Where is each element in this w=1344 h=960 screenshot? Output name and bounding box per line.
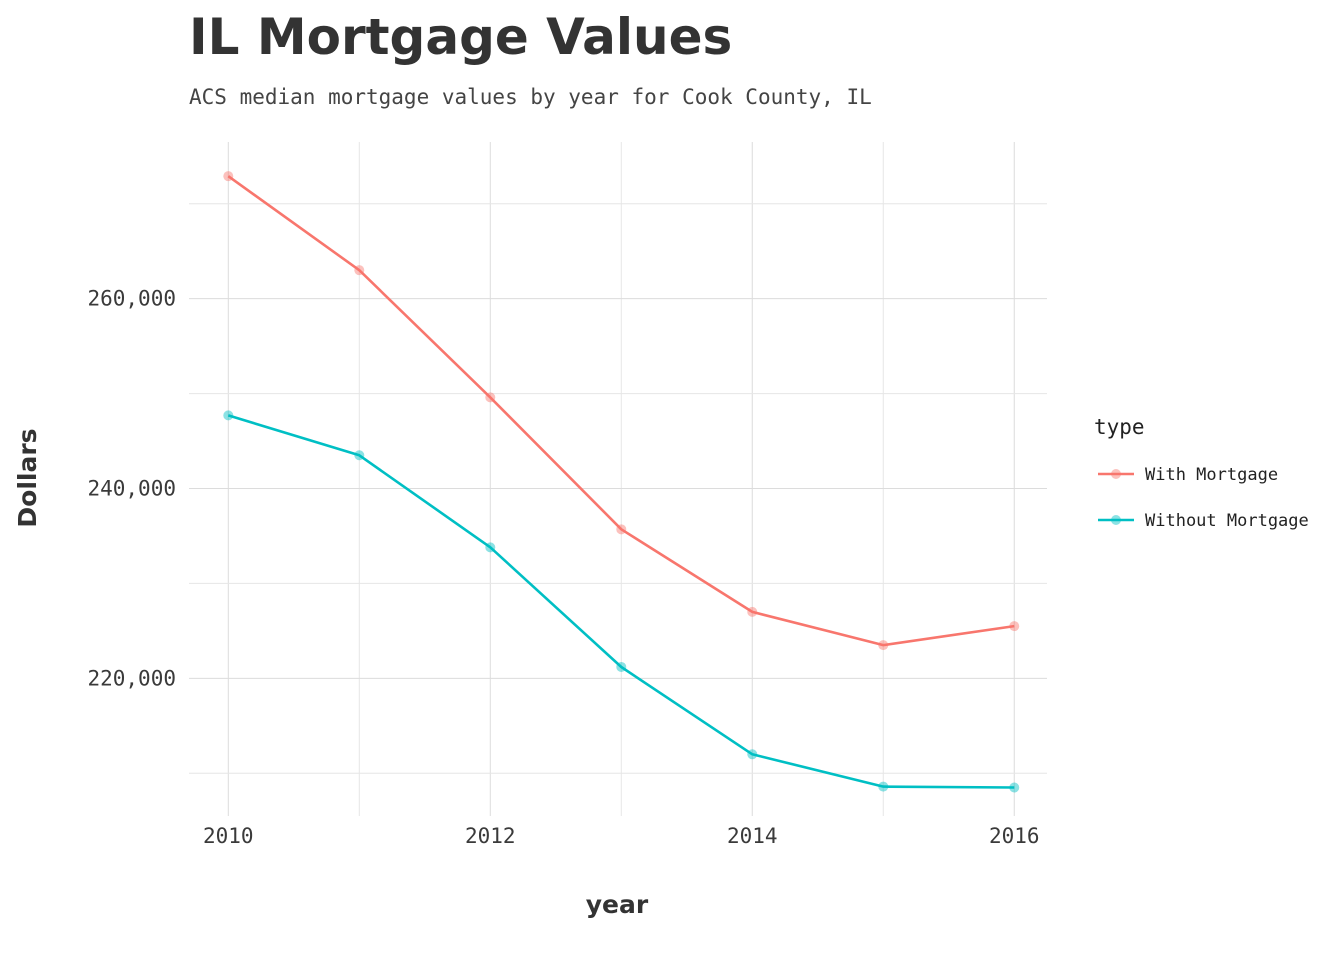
data-point-0 — [485, 392, 496, 403]
data-point-1 — [354, 450, 365, 461]
data-point-0 — [1009, 621, 1020, 632]
legend-title: type — [1094, 415, 1145, 439]
x-tick-label: 2016 — [989, 824, 1040, 848]
y-tick-label: 260,000 — [87, 287, 176, 311]
legend: type With Mortgage Without Mortgage — [1094, 415, 1309, 531]
x-tick-label: 2010 — [203, 824, 254, 848]
data-point-1 — [878, 781, 889, 792]
data-point-1 — [1009, 782, 1020, 793]
y-axis-ticks: 220,000 240,000 260,000 — [87, 287, 176, 691]
x-tick-label: 2014 — [727, 824, 778, 848]
data-point-0 — [747, 606, 758, 617]
legend-key-point — [1111, 469, 1121, 479]
legend-label: With Mortgage — [1145, 465, 1278, 485]
legend-key-point — [1111, 515, 1121, 525]
data-point-1 — [223, 410, 234, 421]
gridlines — [189, 142, 1047, 816]
x-axis-title: year — [586, 890, 649, 919]
chart-subtitle: ACS median mortgage values by year for C… — [189, 85, 872, 109]
y-axis-title: Dollars — [13, 428, 42, 527]
data-point-0 — [878, 640, 889, 651]
data-point-0 — [223, 171, 234, 182]
series-line-1 — [227, 414, 1015, 789]
x-tick-label: 2012 — [465, 824, 516, 848]
data-point-0 — [616, 524, 627, 535]
chart-title: IL Mortgage Values — [189, 8, 732, 66]
series-layer — [223, 171, 1020, 793]
legend-label: Without Mortgage — [1145, 511, 1309, 531]
x-axis-ticks: 2010 2012 2014 2016 — [203, 824, 1040, 848]
y-tick-label: 240,000 — [87, 476, 176, 500]
y-tick-label: 220,000 — [87, 666, 176, 690]
data-point-1 — [616, 661, 627, 672]
data-point-1 — [747, 749, 758, 760]
data-point-0 — [354, 265, 365, 276]
series-line-0 — [227, 175, 1015, 647]
data-point-1 — [485, 542, 496, 553]
